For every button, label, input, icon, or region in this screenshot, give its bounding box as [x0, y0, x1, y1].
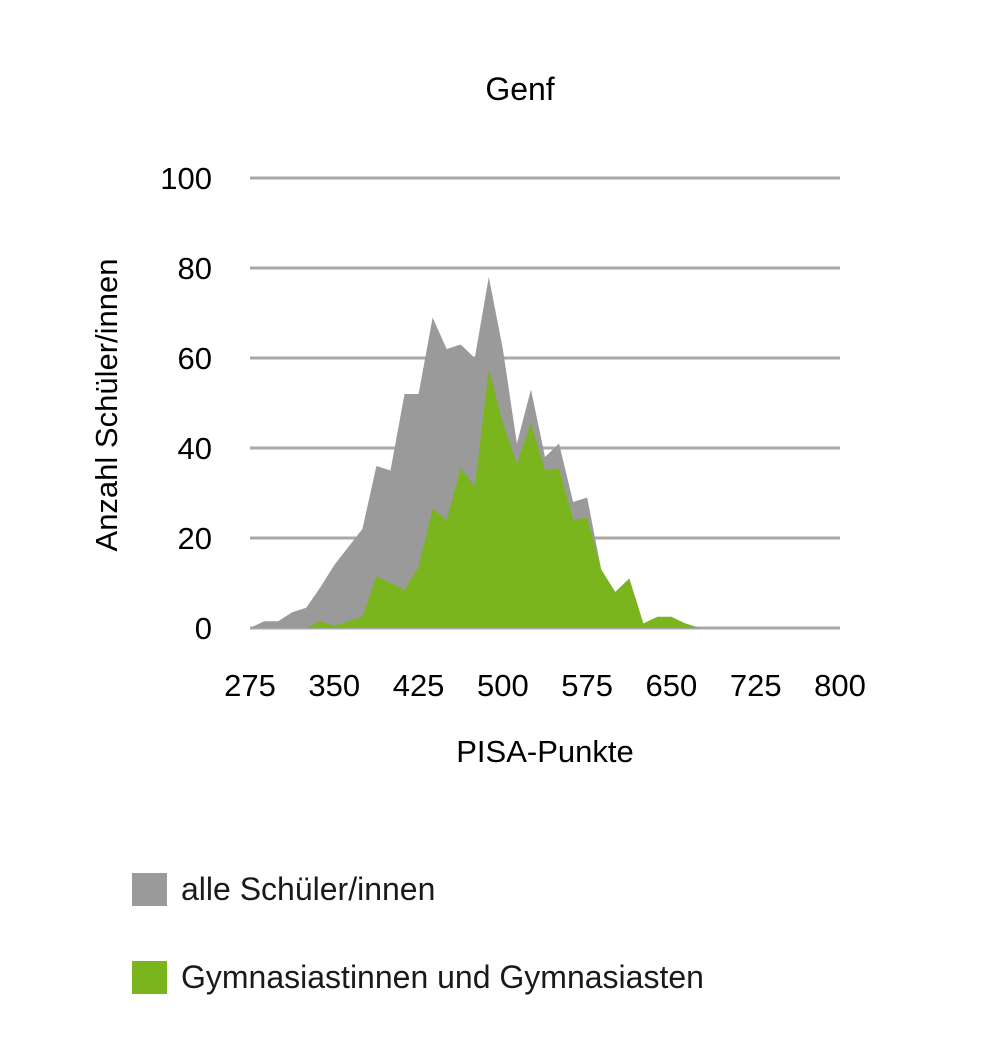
y-tick-labels: 0 20 40 60 80 100: [160, 161, 212, 646]
x-tick-725: 725: [730, 668, 782, 703]
x-tick-350: 350: [308, 668, 360, 703]
chart-title: Genf: [485, 71, 554, 107]
y-tick-40: 40: [178, 431, 212, 466]
legend: alle Schüler/innen Gymnasiastinnen und G…: [132, 862, 704, 1038]
y-tick-0: 0: [195, 611, 212, 646]
x-tick-275: 275: [224, 668, 276, 703]
y-axis-label: Anzahl Schüler/innen: [89, 259, 124, 552]
x-tick-500: 500: [477, 668, 529, 703]
legend-item-gymnasium: Gymnasiastinnen und Gymnasiasten: [132, 950, 704, 1004]
y-tick-100: 100: [160, 161, 212, 196]
x-tick-650: 650: [646, 668, 698, 703]
x-tick-800: 800: [814, 668, 866, 703]
legend-label-all-students: alle Schüler/innen: [181, 871, 436, 907]
y-tick-80: 80: [178, 251, 212, 286]
x-axis-label: PISA-Punkte: [456, 734, 633, 769]
x-tick-425: 425: [393, 668, 445, 703]
y-tick-60: 60: [178, 341, 212, 376]
area-series-gymnasium: [250, 369, 840, 628]
legend-label-gymnasium: Gymnasiastinnen und Gymnasiasten: [181, 959, 704, 995]
legend-item-all-students: alle Schüler/innen: [132, 862, 704, 916]
y-tick-20: 20: [178, 521, 212, 556]
legend-swatch-all-students: [132, 872, 167, 906]
x-tick-labels: 275 350 425 500 575 650 725 800: [224, 668, 866, 703]
legend-swatch-gymnasium: [132, 960, 167, 994]
x-tick-575: 575: [561, 668, 613, 703]
area-series-all-students: [250, 277, 840, 628]
chart-areas: [250, 277, 840, 628]
